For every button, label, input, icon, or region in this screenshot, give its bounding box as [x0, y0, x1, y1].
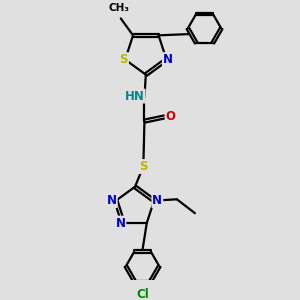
Text: N: N	[152, 194, 162, 207]
Text: HN: HN	[125, 90, 145, 103]
Text: Cl: Cl	[136, 288, 149, 300]
Text: N: N	[107, 194, 117, 207]
Text: N: N	[116, 217, 125, 230]
Text: N: N	[163, 53, 173, 66]
Text: S: S	[119, 53, 128, 66]
Text: CH₃: CH₃	[109, 3, 130, 14]
Text: S: S	[139, 160, 148, 173]
Text: O: O	[166, 110, 176, 123]
